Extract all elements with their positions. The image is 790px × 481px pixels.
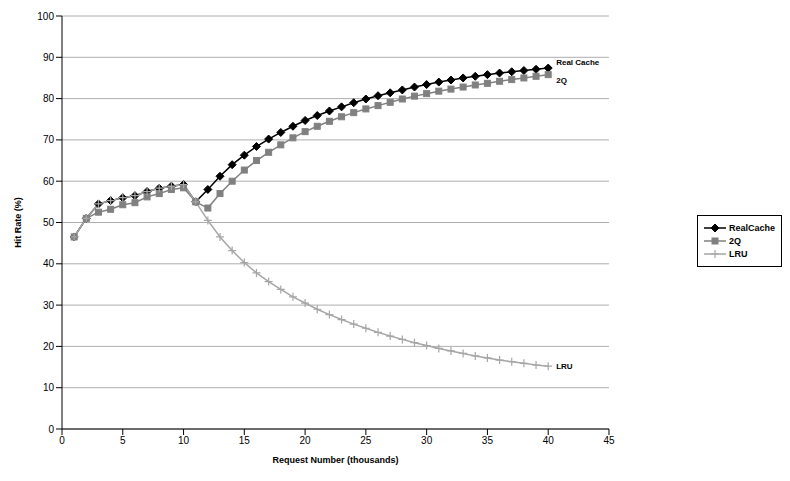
svg-text:70: 70 (43, 134, 55, 145)
svg-text:40: 40 (43, 258, 55, 269)
html-text:LRU: LRU (729, 248, 748, 259)
svg-text:0: 0 (48, 424, 54, 435)
svg-text:10: 10 (178, 435, 190, 446)
svg-text:10: 10 (43, 382, 55, 393)
svg-text:LRU: LRU (556, 362, 573, 371)
svg-text:60: 60 (43, 176, 55, 187)
svg-text:30: 30 (421, 435, 433, 446)
svg-text:50: 50 (43, 217, 55, 228)
svg-text:20: 20 (43, 341, 55, 352)
svg-text:100: 100 (37, 11, 54, 22)
html-text:RealCache: RealCache (729, 222, 775, 233)
svg-text:15: 15 (239, 435, 251, 446)
svg-text:30: 30 (43, 300, 55, 311)
svg-text:0: 0 (59, 435, 65, 446)
svg-text:5: 5 (120, 435, 126, 446)
html-text:2Q: 2Q (729, 235, 741, 246)
svg-text:40: 40 (543, 435, 555, 446)
svg-text:45: 45 (603, 435, 615, 446)
svg-text:80: 80 (43, 93, 55, 104)
svg-text:2Q: 2Q (556, 76, 567, 85)
svg-text:Real Cache: Real Cache (556, 58, 600, 67)
svg-text:25: 25 (360, 435, 372, 446)
svg-text:Request Number (thousands): Request Number (thousands) (272, 455, 398, 465)
svg-text:Hit Rate (%): Hit Rate (%) (13, 197, 23, 248)
svg-text:20: 20 (300, 435, 312, 446)
svg-text:35: 35 (482, 435, 494, 446)
svg-text:90: 90 (43, 52, 55, 63)
